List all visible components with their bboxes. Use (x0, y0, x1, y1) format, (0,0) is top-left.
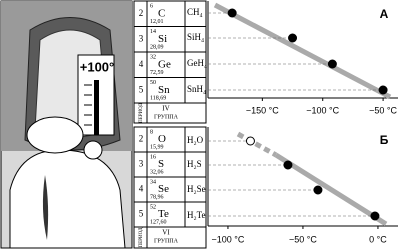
chart-label: Б (380, 133, 389, 147)
data-point (313, 185, 323, 195)
period: 3 (139, 33, 144, 43)
trend-line (213, 2, 392, 100)
x-tick-label: −50 °C (369, 105, 397, 115)
element-symbol: S (158, 158, 164, 170)
x-tick-label: −50 °C (289, 234, 317, 244)
compound: SiH₄ (187, 32, 204, 42)
element-symbol: Ge (158, 58, 171, 70)
element-symbol: Sn (158, 84, 170, 96)
compound: H₂Se (187, 184, 206, 194)
group-word: ГРУППА (154, 238, 179, 244)
trend-line (236, 131, 278, 158)
x-tick-label: −100 °C (306, 105, 339, 115)
element-symbol: Te (158, 208, 169, 220)
element-symbol: Si (158, 33, 167, 45)
x-tick-label: −150 °C (246, 105, 279, 115)
table-frame (133, 126, 207, 249)
compound: GeH₄ (187, 58, 207, 68)
data-point (370, 211, 380, 221)
element-symbol: O (158, 133, 166, 145)
element-symbol: C (158, 7, 165, 19)
atomic-mass: 32,06 (150, 169, 164, 175)
data-point (227, 8, 237, 18)
period: 3 (139, 159, 144, 169)
atomic-number: 50 (150, 80, 156, 86)
compound: CH₄ (187, 7, 203, 17)
data-point (283, 160, 293, 170)
atomic-number: 34 (150, 179, 156, 185)
illustration: +100° (0, 0, 133, 249)
element-symbol: Se (158, 183, 169, 195)
atomic-mass: 72,59 (150, 70, 164, 76)
thermometer-label: +100° (80, 59, 114, 74)
group-number: IV (162, 105, 169, 113)
atomic-mass: 12,01 (150, 19, 164, 25)
x-tick-label: −100 °C (212, 234, 245, 244)
period-word: ПЕРИОД (139, 103, 144, 123)
table-frame (133, 0, 207, 124)
data-point (327, 59, 337, 69)
period-word: ПЕРИОД (139, 227, 144, 247)
compound: SnH₄ (187, 84, 206, 94)
period: 4 (139, 59, 144, 69)
period: 2 (139, 8, 144, 18)
period: 2 (139, 134, 144, 144)
chart-label: А (380, 7, 389, 21)
atomic-mass: 28,09 (150, 44, 164, 50)
period: 5 (139, 84, 144, 94)
atomic-number: 6 (150, 3, 153, 9)
trend-line (274, 152, 388, 227)
group-number: VI (162, 229, 170, 237)
atomic-number: 52 (150, 204, 156, 210)
atomic-number: 32 (150, 54, 156, 60)
x-tick-label: 0 °C (369, 234, 387, 244)
data-point (378, 85, 388, 95)
atomic-mass: 127,60 (150, 219, 167, 225)
atomic-number: 16 (150, 154, 156, 160)
data-point (288, 33, 298, 43)
atomic-mass: 78,96 (150, 194, 164, 200)
compound: H₂S (187, 159, 202, 169)
compound: H₂Te (187, 210, 206, 220)
atomic-mass: 15,99 (150, 144, 164, 150)
atomic-number: 8 (150, 129, 153, 135)
atomic-number: 14 (150, 29, 156, 35)
data-point (245, 136, 255, 146)
group-word: ГРУППА (154, 114, 179, 120)
period: 5 (139, 209, 144, 219)
atomic-mass: 118,69 (150, 95, 166, 101)
compound: H₂O (187, 135, 204, 145)
period: 4 (139, 184, 144, 194)
